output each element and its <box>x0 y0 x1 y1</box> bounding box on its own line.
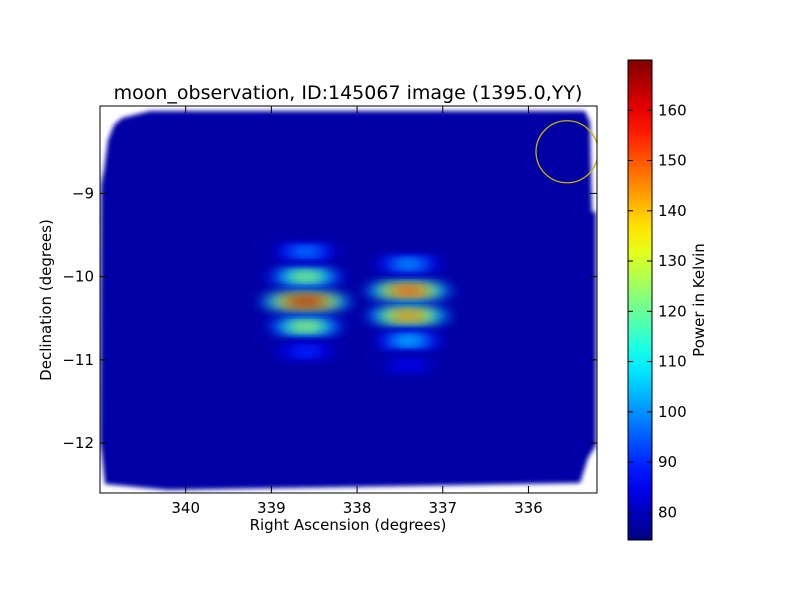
x-tick-label: 338 <box>343 499 372 517</box>
source-blob <box>377 358 440 373</box>
x-tick-label: 336 <box>514 499 543 517</box>
source-blob <box>373 256 444 272</box>
source-marker-circle <box>535 120 597 184</box>
source-blob-layer <box>393 337 424 345</box>
colorbar-tick-label: 140 <box>658 202 687 220</box>
source-blob <box>363 281 454 300</box>
y-tick-label: −11 <box>62 351 94 369</box>
colorbar-tick-label: 130 <box>658 252 687 270</box>
y-tick-label: −12 <box>62 434 94 452</box>
colorbar-tick-label: 80 <box>658 503 677 521</box>
x-axis-label: Right Ascension (degrees) <box>250 516 447 534</box>
colorbar-tick-label: 120 <box>658 302 687 320</box>
source-blob <box>265 318 346 335</box>
colorbar-tick-label: 110 <box>658 353 687 371</box>
source-blob <box>364 307 453 325</box>
source-blob-layer <box>291 248 320 256</box>
y-tick-label: −9 <box>72 184 94 202</box>
x-tick-label: 340 <box>171 499 200 517</box>
colorbar-tick-label: 90 <box>658 453 677 471</box>
source-blob-layer <box>389 286 428 296</box>
x-tick-label: 339 <box>257 499 286 517</box>
colorbar-label: Power in Kelvin <box>690 243 708 357</box>
x-tick-label: 337 <box>428 499 457 517</box>
y-tick-label: −10 <box>62 268 94 286</box>
source-blob <box>258 292 353 311</box>
chart-title: moon_observation, ID:145067 image (1395.… <box>114 82 583 104</box>
source-blob-layer <box>394 260 423 268</box>
y-axis-ticks: −9 −10 −11 −12 <box>62 184 597 452</box>
colorbar-ticks: 80 90 100 110 120 130 140 150 160 <box>628 101 687 521</box>
source-blob-layer <box>390 311 427 320</box>
colorbar-frame <box>627 59 653 541</box>
colorbar-tick-label: 150 <box>658 152 687 170</box>
source-blob-layer <box>395 362 422 369</box>
source-blob <box>372 333 445 349</box>
colorbar-tick-label: 100 <box>658 403 687 421</box>
source-blob <box>271 244 340 259</box>
source-blob-layer <box>289 322 323 331</box>
source-blob <box>265 268 346 285</box>
x-axis-ticks: 340 339 338 337 336 <box>171 106 543 517</box>
plot-frame <box>99 105 598 494</box>
source-blobs <box>258 244 454 373</box>
source-blob-layer <box>292 348 320 355</box>
source-blob-layer <box>289 272 323 281</box>
colorbar-gradient-bar <box>628 60 652 540</box>
source-blob-layer <box>285 297 326 307</box>
colorbar: 80 90 100 110 120 130 140 150 160 Power in Kelvi… <box>627 59 708 541</box>
plot-area: 340 339 338 337 336 −9 −10 −11 −12 <box>62 105 598 517</box>
source-blob <box>273 344 339 359</box>
colorbar-tick-label: 160 <box>658 101 687 119</box>
y-axis-label: Declination (degrees) <box>37 219 55 381</box>
